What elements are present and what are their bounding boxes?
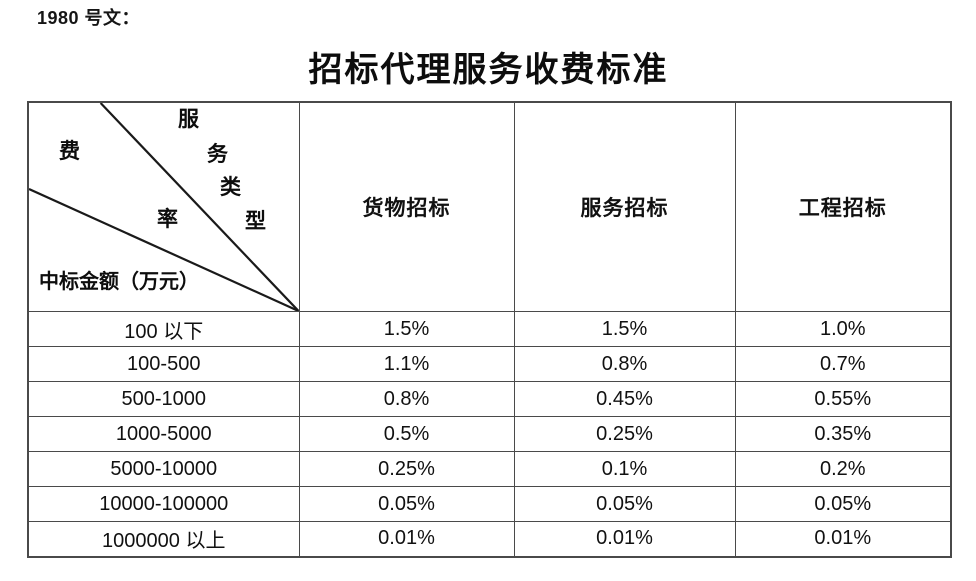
page-title: 招标代理服务收费标准 bbox=[308, 52, 669, 89]
goods-rate-cell: 0.01% bbox=[298, 521, 515, 557]
service-rate-cell: 0.25% bbox=[513, 416, 736, 452]
engineering-rate-cell: 0.55% bbox=[734, 381, 952, 417]
corner-label-amount: 中标金额（万元） bbox=[39, 271, 199, 293]
service-rate-cell: 1.5% bbox=[513, 311, 736, 347]
goods-rate-cell: 0.25% bbox=[298, 451, 515, 487]
column-header-goods: 货物招标 bbox=[298, 101, 515, 312]
service-rate-cell: 0.45% bbox=[513, 381, 736, 417]
goods-rate-cell: 1.1% bbox=[298, 346, 515, 382]
amount-range-cell: 10000-100000 bbox=[27, 486, 300, 522]
service-rate-cell: 0.8% bbox=[513, 346, 736, 382]
goods-rate-cell: 0.8% bbox=[298, 381, 515, 417]
engineering-rate-cell: 1.0% bbox=[734, 311, 952, 347]
table-row: 100-500 1.1% 0.8% 0.7% bbox=[27, 346, 952, 382]
amount-range-cell: 500-1000 bbox=[27, 381, 300, 417]
fee-table: 服 务 类 型 费 率 中标金额（万元） 货物招标 服务招标 工程招标 100 … bbox=[27, 101, 952, 558]
engineering-rate-cell: 0.7% bbox=[734, 346, 952, 382]
amount-range-cell: 100-500 bbox=[27, 346, 300, 382]
table-row: 500-1000 0.8% 0.45% 0.55% bbox=[27, 381, 952, 417]
column-header-service: 服务招标 bbox=[513, 101, 736, 312]
diagonal-lines bbox=[29, 103, 299, 311]
corner-label-rate-char: 费 bbox=[59, 139, 80, 163]
service-rate-cell: 0.01% bbox=[513, 521, 736, 557]
table-row: 1000-5000 0.5% 0.25% 0.35% bbox=[27, 416, 952, 452]
corner-label-service-type-char: 类 bbox=[220, 175, 241, 199]
service-rate-cell: 0.1% bbox=[513, 451, 736, 487]
engineering-rate-cell: 0.05% bbox=[734, 486, 952, 522]
corner-label-service-type-char: 型 bbox=[245, 209, 266, 233]
corner-label-service-type-char: 务 bbox=[207, 142, 228, 166]
table-row: 100 以下 1.5% 1.5% 1.0% bbox=[27, 311, 952, 347]
corner-label-rate-char: 率 bbox=[157, 207, 178, 231]
amount-range-cell: 1000-5000 bbox=[27, 416, 300, 452]
engineering-rate-cell: 0.2% bbox=[734, 451, 952, 487]
service-rate-cell: 0.05% bbox=[513, 486, 736, 522]
column-header-engineering: 工程招标 bbox=[734, 101, 952, 312]
table-row: 1000000 以上 0.01% 0.01% 0.01% bbox=[27, 521, 952, 557]
corner-label-service-type-char: 服 bbox=[178, 107, 199, 131]
table-row: 5000-10000 0.25% 0.1% 0.2% bbox=[27, 451, 952, 487]
table-row: 10000-100000 0.05% 0.05% 0.05% bbox=[27, 486, 952, 522]
diagonal-header-wrap: 服 务 类 型 费 率 中标金额（万元） bbox=[29, 103, 299, 311]
amount-range-cell: 100 以下 bbox=[27, 311, 300, 347]
engineering-rate-cell: 0.35% bbox=[734, 416, 952, 452]
goods-rate-cell: 0.05% bbox=[298, 486, 515, 522]
goods-rate-cell: 1.5% bbox=[298, 311, 515, 347]
goods-rate-cell: 0.5% bbox=[298, 416, 515, 452]
amount-range-cell: 5000-10000 bbox=[27, 451, 300, 487]
header-row: 服 务 类 型 费 率 中标金额（万元） 货物招标 服务招标 工程招标 bbox=[27, 101, 952, 312]
engineering-rate-cell: 0.01% bbox=[734, 521, 952, 557]
diagonal-header-cell: 服 务 类 型 费 率 中标金额（万元） bbox=[27, 101, 300, 312]
amount-range-cell: 1000000 以上 bbox=[27, 521, 300, 557]
document-reference: 1980 号文： bbox=[37, 8, 141, 28]
